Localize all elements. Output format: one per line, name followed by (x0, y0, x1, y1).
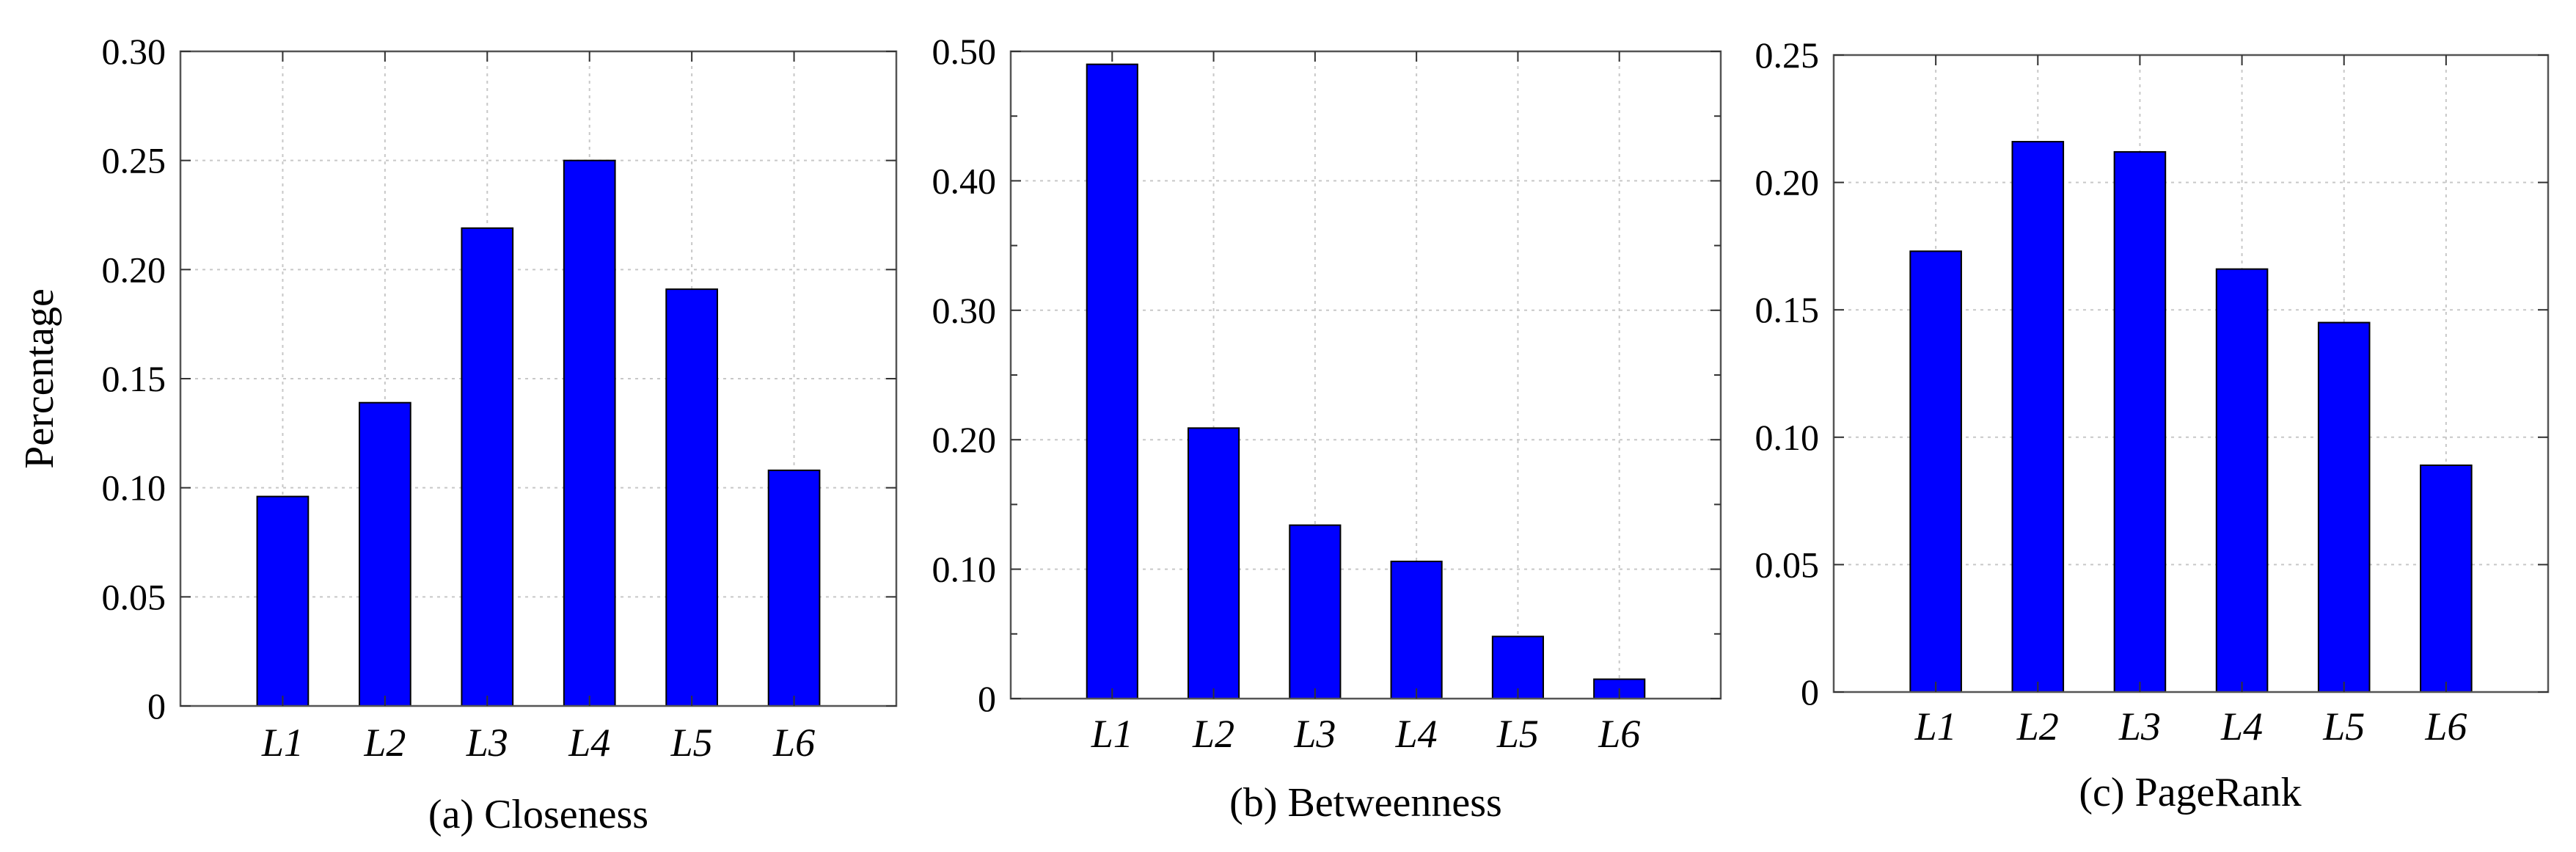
bar-l1 (256, 495, 310, 707)
y-tick-label: 0.05 (1755, 544, 1820, 585)
x-tick-label-l2: L2 (363, 721, 406, 765)
bar-l6 (767, 469, 821, 707)
x-tick-label-l1: L1 (1091, 712, 1133, 756)
chart-closeness: 0 0.05 0.10 0.15 0.20 0.25 0.30 L1 L2 L3 L4 L5 L6 (a)… (17, 31, 898, 837)
x-tick-label-l4: L4 (1395, 712, 1438, 756)
y-tick-label: 0.10 (1755, 417, 1820, 458)
bar-l6 (2420, 464, 2473, 693)
bar-l2 (1188, 427, 1240, 699)
x-tick-label-l3: L3 (1293, 712, 1336, 756)
y-tick-label: 0 (978, 678, 996, 719)
y-tick-label: 0.30 (102, 31, 167, 72)
y-tick-label: 0.15 (1755, 289, 1820, 330)
y-tick-label: 0.20 (1755, 162, 1820, 203)
axes-box (1832, 54, 2550, 693)
y-tick-label: 0 (147, 685, 166, 727)
bar-l5 (1491, 636, 1545, 699)
x-tick-label-l6: L6 (1598, 712, 1640, 756)
x-tick-label-l4: L4 (2220, 704, 2263, 749)
x-tick-label-l5: L5 (2322, 704, 2365, 749)
chart-pagerank: 0 0.05 0.10 0.15 0.20 0.25 L1 L2 L3 L4 L5 L6 (c) Pag… (1755, 34, 2550, 815)
bar-l5 (665, 288, 718, 707)
y-axis-label: Percentage (17, 288, 62, 469)
y-tick-label: 0.25 (1755, 34, 1820, 76)
x-tick-label-l3: L3 (466, 721, 508, 765)
bar-l2 (2011, 141, 2065, 693)
y-tick-label: 0.25 (102, 140, 167, 181)
bar-l4 (2215, 268, 2269, 693)
x-tick-label-l4: L4 (568, 721, 610, 765)
bar-l4 (1390, 561, 1443, 699)
x-tick-label-l2: L2 (2016, 704, 2059, 749)
y-tick-label: 0.10 (102, 467, 167, 509)
bar-l2 (359, 401, 411, 707)
x-tick-label-l5: L5 (670, 721, 713, 765)
chart-caption-closeness: (a) Closeness (428, 792, 648, 837)
x-tick-label-l3: L3 (2118, 704, 2161, 749)
y-tick-label: 0.40 (932, 160, 997, 201)
y-tick-label: 0.30 (932, 290, 997, 331)
y-tick-label: 0.20 (932, 419, 997, 460)
bar-l4 (563, 159, 616, 707)
bar-l5 (2317, 321, 2371, 693)
chart-caption-betweenness: (b) Betweenness (1229, 780, 1502, 826)
bar-l1 (1909, 250, 1962, 693)
x-tick-label-l6: L6 (772, 721, 815, 765)
chart-caption-pagerank: (c) PageRank (2079, 770, 2301, 815)
bar-l3 (1289, 524, 1342, 700)
y-tick-label: 0 (1801, 671, 1819, 713)
y-tick-label: 0.50 (932, 31, 997, 72)
y-tick-label: 0.15 (102, 358, 167, 399)
x-tick-label-l6: L6 (2424, 704, 2467, 749)
y-tick-label: 0.20 (102, 249, 167, 290)
y-tick-label: 0.10 (932, 549, 997, 590)
y-tick-label: 0.05 (102, 576, 167, 617)
x-tick-label-l2: L2 (1192, 712, 1234, 756)
bar-l3 (2113, 150, 2167, 693)
x-tick-label-l1: L1 (261, 721, 304, 765)
chart-betweenness: 0 0.10 0.20 0.30 0.40 0.50 L1 L2 L3 L4 L5 L6 (b) Bet… (932, 31, 1722, 826)
bar-l3 (461, 227, 514, 707)
bar-l1 (1086, 63, 1138, 699)
x-tick-label-l5: L5 (1496, 712, 1539, 756)
x-tick-label-l1: L1 (1914, 704, 1957, 749)
